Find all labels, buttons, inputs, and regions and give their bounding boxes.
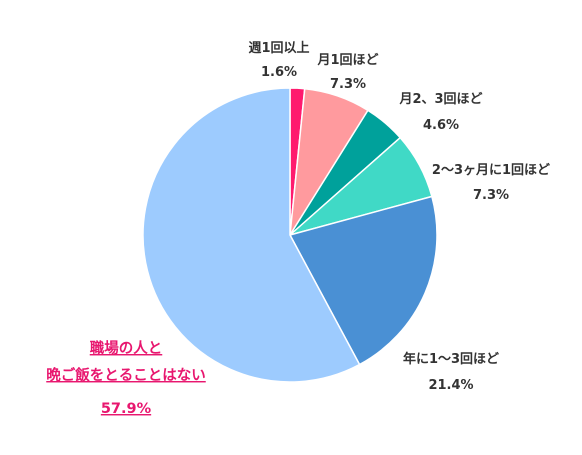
highlight-value-label: 57.9% bbox=[101, 401, 152, 417]
pie-slice-5 bbox=[288, 195, 438, 366]
slice-label-4: 2〜3ヶ月に1回ほど bbox=[432, 163, 550, 178]
slice-label-3: 月2、3回ほど bbox=[398, 92, 482, 107]
pie-labels: 週1回以上 1.6% 月1回ほど 7.3% 月2、3回ほど 4.6% 2〜3ヶ月に1回ほど 7… bbox=[46, 41, 550, 417]
slice-value-label-4: 7.3% bbox=[473, 188, 509, 203]
slice-label-1: 週1回以上 bbox=[248, 41, 309, 56]
pie-slices bbox=[142, 87, 438, 383]
highlight-label-line-1: 職場の人と bbox=[90, 339, 163, 357]
slice-label-2: 月1回ほど bbox=[316, 53, 378, 68]
slice-value-label-5: 21.4% bbox=[428, 378, 473, 393]
slice-label-5: 年に1〜3回ほど bbox=[403, 351, 499, 367]
slice-value-label-2: 7.3% bbox=[330, 77, 366, 92]
slice-value-label-1: 1.6% bbox=[261, 65, 297, 80]
pie-slice-6 bbox=[142, 87, 361, 383]
highlight-label-line-2: 晩ご飯をとることはない bbox=[46, 366, 206, 384]
slice-value-label-3: 4.6% bbox=[423, 118, 459, 133]
